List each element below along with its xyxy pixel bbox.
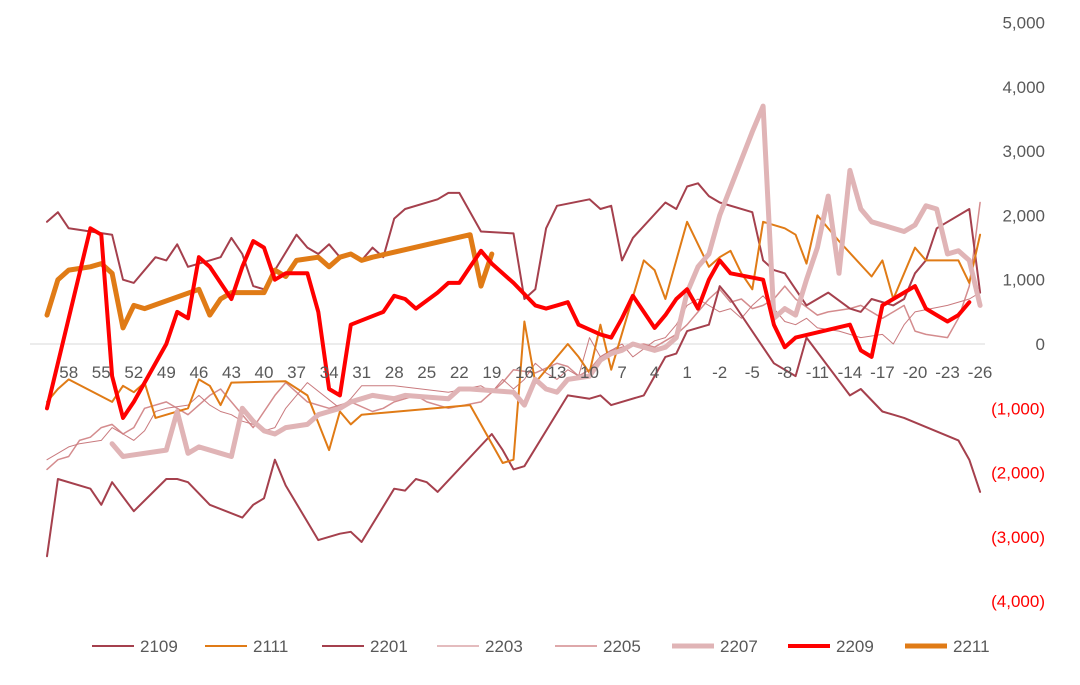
legend-label-2205: 2205 xyxy=(603,637,641,656)
legend-label-2207: 2207 xyxy=(720,637,758,656)
y-tick-label: 4,000 xyxy=(1002,78,1045,97)
y-tick-label: (3,000) xyxy=(991,528,1045,547)
x-tick-label: 4 xyxy=(650,363,659,382)
legend-label-2211: 2211 xyxy=(953,637,990,656)
series-line-2205 xyxy=(46,201,981,471)
x-tick-label: 40 xyxy=(255,363,274,382)
series-line-2209 xyxy=(45,226,972,420)
x-tick-label: 25 xyxy=(417,363,436,382)
x-tick-label: -23 xyxy=(935,363,960,382)
y-tick-label: 3,000 xyxy=(1002,142,1045,161)
x-tick-label: 22 xyxy=(450,363,469,382)
x-tick-label: 7 xyxy=(617,363,626,382)
legend-label-2203: 2203 xyxy=(485,637,523,656)
x-tick-label: 16 xyxy=(515,363,534,382)
legend-label-2111: 2111 xyxy=(253,637,288,656)
x-tick-label: 31 xyxy=(352,363,371,382)
x-tick-label: -5 xyxy=(745,363,760,382)
plot-area xyxy=(30,103,985,558)
x-tick-label: -11 xyxy=(806,363,829,382)
x-tick-label: 10 xyxy=(580,363,599,382)
y-tick-label: (1,000) xyxy=(991,399,1045,418)
y-tick-label: 5,000 xyxy=(1002,14,1045,33)
y-tick-label: (4,000) xyxy=(991,592,1045,611)
x-tick-label: 49 xyxy=(157,363,176,382)
series-line-2211 xyxy=(44,232,495,331)
x-tick-label: 46 xyxy=(189,363,208,382)
x-tick-label: 37 xyxy=(287,363,306,382)
y-tick-label: 2,000 xyxy=(1002,206,1045,225)
series-line-2203 xyxy=(46,292,981,461)
y-tick-label: 1,000 xyxy=(1002,271,1045,290)
y-tick-label: (2,000) xyxy=(991,464,1045,483)
x-tick-label: 55 xyxy=(92,363,111,382)
legend-label-2109: 2109 xyxy=(140,637,178,656)
y-axis-ticks: 5,000 4,000 3,000 2,000 1,000 0 (1,000) (2,000)… xyxy=(991,14,1045,612)
x-tick-label: -8 xyxy=(777,363,792,382)
series-line-2109 xyxy=(46,285,982,558)
x-tick-label: -17 xyxy=(870,363,895,382)
x-tick-label: -2 xyxy=(712,363,727,382)
y-tick-label: 0 xyxy=(1036,335,1045,354)
legend-label-2209: 2209 xyxy=(836,637,874,656)
legend-label-2201: 2201 xyxy=(370,637,408,656)
x-axis-ticks: 58 55 52 49 46 43 40 37 34 31 28 25 22 19 16 13 10 7 4 1 -2-… xyxy=(59,363,992,382)
x-tick-label: 43 xyxy=(222,363,241,382)
x-tick-label: -20 xyxy=(903,363,928,382)
x-tick-label: 52 xyxy=(124,363,143,382)
x-tick-label: 19 xyxy=(482,363,501,382)
x-tick-label: 34 xyxy=(320,363,339,382)
x-tick-label: -26 xyxy=(968,363,993,382)
x-tick-label: 58 xyxy=(59,363,78,382)
x-tick-label: 1 xyxy=(682,363,691,382)
x-tick-label: -14 xyxy=(838,363,863,382)
legend: 2109 2111 2201 2203 2205 2207 2209 2211 xyxy=(92,637,990,656)
x-tick-label: 28 xyxy=(385,363,404,382)
x-tick-label: 13 xyxy=(547,363,566,382)
series-line-2207 xyxy=(109,103,983,459)
